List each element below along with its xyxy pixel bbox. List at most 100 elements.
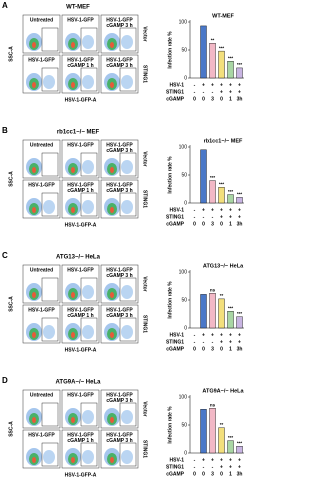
cell-cloud (71, 457, 75, 463)
condition-value: - (194, 214, 196, 220)
plot-label: cGAMP 3 h (106, 23, 132, 29)
condition-name: STING1 (166, 339, 184, 345)
condition-value: 3 (211, 221, 214, 227)
condition-name: STING1 (166, 89, 184, 95)
plot-label: cGAMP 1 h (67, 188, 93, 194)
condition-value: - (194, 332, 196, 338)
significance: ** (220, 293, 224, 298)
panel-header: ATG13−/− HeLa (56, 255, 101, 261)
bar (218, 298, 225, 329)
gfp-cloud (43, 450, 55, 464)
row-label: Vector (142, 276, 148, 291)
plot-label: cGAMP 3 h (106, 398, 132, 404)
condition-value: + (238, 207, 241, 213)
condition-value: 0 (193, 471, 196, 477)
condition-value: 1 (229, 471, 232, 477)
y-tick-label: 0 (184, 75, 187, 81)
gate (119, 317, 137, 342)
condition-value: 0 (220, 346, 223, 352)
row-label: STING1 (142, 315, 148, 333)
gate (80, 192, 98, 217)
condition-value: 3 (211, 471, 214, 477)
plot-label: cGAMP 1 h (67, 438, 93, 444)
condition-value: + (229, 214, 232, 220)
cell-cloud (32, 417, 36, 423)
gate (80, 27, 98, 52)
condition-value: 1 (229, 96, 232, 102)
panel-letter: D (2, 376, 8, 385)
cell-cloud (71, 417, 75, 423)
condition-value: + (238, 332, 241, 338)
condition-value: 3h (237, 471, 243, 477)
flow-x-label: HSV-1-GFP-A (65, 347, 97, 353)
gate (119, 27, 137, 52)
y-tick-label: 0 (184, 450, 187, 456)
bar (200, 149, 207, 204)
condition-value: + (220, 339, 223, 345)
plot-label: HSV-1-GFP (67, 307, 94, 313)
condition-name: cGAMP (166, 221, 184, 227)
condition-name: HSV-1 (170, 332, 185, 338)
significance: *** (228, 189, 234, 194)
plot-label: cGAMP 3 h (106, 273, 132, 279)
gfp-cloud (82, 325, 94, 339)
plot-label: cGAMP 3 h (106, 438, 132, 444)
cell-cloud (32, 332, 36, 338)
bar (200, 294, 207, 329)
cell-cloud (32, 42, 36, 48)
row-label: STING1 (142, 440, 148, 458)
cell-cloud (110, 82, 114, 88)
plot-label: HSV-1-GFP (106, 432, 133, 438)
plot-label: Untreated (30, 17, 53, 23)
condition-value: - (212, 89, 214, 95)
condition-value: + (238, 214, 241, 220)
cell-cloud (32, 457, 36, 463)
panel-letter: A (2, 1, 8, 10)
gfp-cloud (82, 410, 94, 424)
bar (236, 446, 243, 454)
bar (209, 408, 216, 454)
condition-value: + (238, 464, 241, 470)
y-tick-label: 100 (179, 19, 188, 25)
significance: *** (237, 192, 243, 197)
figure: A WT-MEF SSC-A HSV-1-GFP-A Vector STING1 Untre… (2, 1, 245, 478)
flow-x-label: HSV-1-GFP-A (65, 222, 97, 228)
plot-label: HSV-1-GFP (67, 142, 94, 148)
cell-cloud (32, 292, 36, 298)
y-tick-label: 0 (184, 325, 187, 331)
panel-header: WT-MEF (66, 5, 90, 11)
plot-label: cGAMP 3 h (106, 313, 132, 319)
cell-cloud (32, 82, 36, 88)
cell-cloud (110, 332, 114, 338)
gfp-cloud (43, 75, 55, 89)
condition-name: cGAMP (166, 471, 184, 477)
gate (119, 442, 137, 467)
gfp-cloud (121, 285, 133, 299)
condition-value: + (229, 82, 232, 88)
gfp-cloud (82, 285, 94, 299)
gate (80, 67, 98, 92)
condition-value: - (194, 339, 196, 345)
flow-x-label: HSV-1-GFP-A (65, 472, 97, 478)
condition-value: + (211, 207, 214, 213)
condition-value: 1 (229, 346, 232, 352)
y-tick-label: 50 (181, 47, 187, 53)
condition-value: 0 (193, 221, 196, 227)
gate (119, 152, 137, 177)
condition-value: 0 (202, 471, 205, 477)
condition-value: - (203, 214, 205, 220)
bar (209, 43, 216, 79)
cell-cloud (71, 42, 75, 48)
y-axis-label: Infection rate % (167, 156, 173, 194)
gfp-cloud (121, 200, 133, 214)
panel-letter: B (2, 126, 8, 135)
condition-name: HSV-1 (170, 457, 185, 463)
flow-y-label: SSC-A (8, 296, 14, 312)
plot-label: Untreated (30, 267, 53, 273)
condition-name: cGAMP (166, 96, 184, 102)
gate (80, 402, 98, 427)
condition-value: + (202, 332, 205, 338)
gate (41, 152, 59, 177)
y-tick-label: 0 (184, 200, 187, 206)
condition-value: + (220, 207, 223, 213)
